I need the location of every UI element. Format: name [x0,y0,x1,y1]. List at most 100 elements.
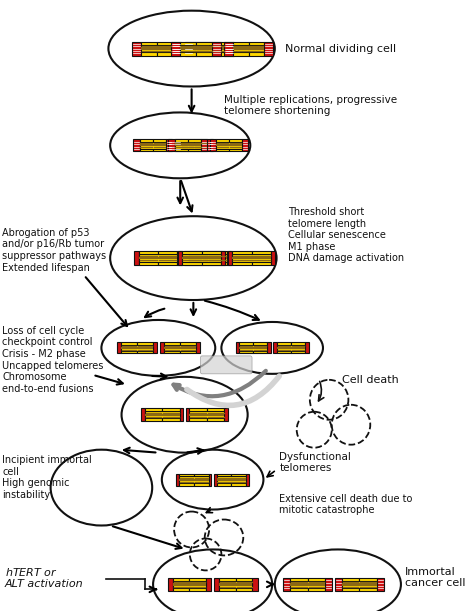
Bar [271,251,275,265]
FancyBboxPatch shape [184,42,193,56]
FancyBboxPatch shape [132,42,141,56]
FancyBboxPatch shape [233,45,264,53]
FancyBboxPatch shape [342,581,377,588]
FancyBboxPatch shape [216,144,242,146]
Bar [190,411,225,419]
Bar [139,251,158,265]
FancyBboxPatch shape [335,578,342,591]
FancyBboxPatch shape [248,42,264,56]
Bar [139,254,177,262]
FancyBboxPatch shape [290,578,308,591]
Bar [173,583,206,586]
Bar [209,474,212,485]
FancyBboxPatch shape [181,140,194,151]
Bar [208,251,227,265]
Bar [240,343,254,353]
FancyBboxPatch shape [342,578,359,591]
Bar [153,343,157,353]
FancyBboxPatch shape [342,583,377,586]
Bar [189,251,208,265]
Bar [117,343,121,353]
Bar [190,578,206,591]
Bar [194,474,209,485]
FancyBboxPatch shape [134,140,140,151]
Bar [217,474,232,485]
FancyBboxPatch shape [181,144,207,146]
Bar [164,343,180,353]
Bar [179,476,209,483]
FancyBboxPatch shape [209,42,225,56]
Bar [214,474,217,485]
FancyBboxPatch shape [188,140,201,151]
FancyBboxPatch shape [216,140,229,151]
FancyBboxPatch shape [153,140,166,151]
Bar [121,345,153,351]
Bar [164,347,196,349]
FancyBboxPatch shape [175,144,201,146]
Bar [274,343,277,353]
Bar [225,408,228,421]
Text: Incipient immortal
cell
High genomic
instability: Incipient immortal cell High genomic ins… [2,455,92,500]
Bar [183,254,221,262]
Bar [228,251,233,265]
FancyBboxPatch shape [264,42,273,56]
Bar [233,257,271,259]
FancyBboxPatch shape [140,140,153,151]
FancyBboxPatch shape [175,142,201,149]
Text: Dysfunctional
telomeres: Dysfunctional telomeres [279,452,351,474]
FancyBboxPatch shape [210,140,216,151]
Bar [214,578,219,591]
FancyBboxPatch shape [166,140,172,151]
Text: Normal dividing cell: Normal dividing cell [285,43,396,54]
FancyBboxPatch shape [141,42,156,56]
Bar [253,578,258,591]
Bar [141,408,145,421]
FancyBboxPatch shape [140,142,166,149]
FancyBboxPatch shape [224,42,233,56]
Bar [137,343,153,353]
FancyBboxPatch shape [325,578,332,591]
Bar [219,581,253,588]
Bar [219,578,236,591]
Bar [121,347,153,349]
Bar [179,479,209,480]
Bar [207,408,225,421]
Bar [183,251,202,265]
Bar [221,251,226,265]
Bar [189,254,227,262]
Bar [184,251,189,265]
FancyBboxPatch shape [175,140,188,151]
Bar [252,251,271,265]
Bar [134,251,139,265]
FancyBboxPatch shape [175,140,181,151]
Bar [254,343,268,353]
Bar [277,347,305,349]
FancyBboxPatch shape [171,42,180,56]
Text: Immortal
cancer cell: Immortal cancer cell [405,567,466,588]
FancyBboxPatch shape [180,45,212,53]
FancyBboxPatch shape [172,42,181,56]
Bar [180,343,196,353]
FancyBboxPatch shape [229,140,242,151]
FancyBboxPatch shape [194,140,207,151]
Bar [145,414,180,416]
Text: Abrogation of p53
and/or p16/Rb tumor
suppressor pathways
Extended lifespan: Abrogation of p53 and/or p16/Rb tumor su… [2,228,106,272]
FancyBboxPatch shape [283,578,290,591]
FancyBboxPatch shape [290,583,325,586]
Bar [160,343,164,353]
Bar [291,343,305,353]
Text: $hTERT$ or
ALT activation: $hTERT$ or ALT activation [5,565,84,589]
Bar [189,257,227,259]
FancyBboxPatch shape [233,42,248,56]
FancyBboxPatch shape [193,42,209,56]
FancyBboxPatch shape [140,144,166,146]
Bar [168,578,173,591]
Text: Threshold short
telomere length
Cellular senescence
M1 phase
DNA damage activati: Threshold short telomere length Cellular… [288,207,404,263]
FancyBboxPatch shape [181,142,207,149]
FancyBboxPatch shape [359,578,377,591]
FancyBboxPatch shape [169,140,175,151]
FancyBboxPatch shape [216,142,242,149]
Bar [173,581,206,588]
FancyBboxPatch shape [201,140,207,151]
FancyBboxPatch shape [196,42,212,56]
